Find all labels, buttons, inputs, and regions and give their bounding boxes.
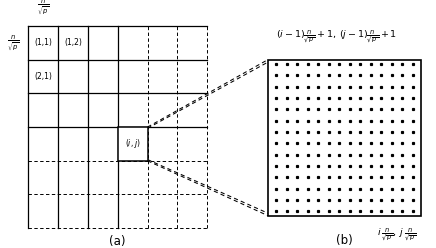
Text: (a): (a): [109, 235, 126, 248]
Bar: [268, 60, 421, 216]
Text: $i\,\frac{n}{\sqrt{p}},\;j\,\frac{n}{\sqrt{p}}$: $i\,\frac{n}{\sqrt{p}},\;j\,\frac{n}{\sq…: [377, 227, 416, 244]
Bar: [118, 127, 147, 161]
Text: $\frac{n}{\sqrt{p}}$: $\frac{n}{\sqrt{p}}$: [37, 0, 49, 17]
Text: (b): (b): [336, 234, 353, 247]
Text: (1,2): (1,2): [64, 38, 82, 47]
Text: (1,1): (1,1): [34, 38, 52, 47]
Text: $(i,j)$: $(i,j)$: [125, 137, 140, 151]
Text: $(i-1)\frac{n}{\sqrt{p}}+1,\,(j-1)\frac{n}{\sqrt{p}}+1$: $(i-1)\frac{n}{\sqrt{p}}+1,\,(j-1)\frac{…: [276, 29, 397, 46]
Text: (2,1): (2,1): [34, 72, 52, 81]
Text: $\frac{n}{\sqrt{p}}$: $\frac{n}{\sqrt{p}}$: [7, 33, 19, 53]
